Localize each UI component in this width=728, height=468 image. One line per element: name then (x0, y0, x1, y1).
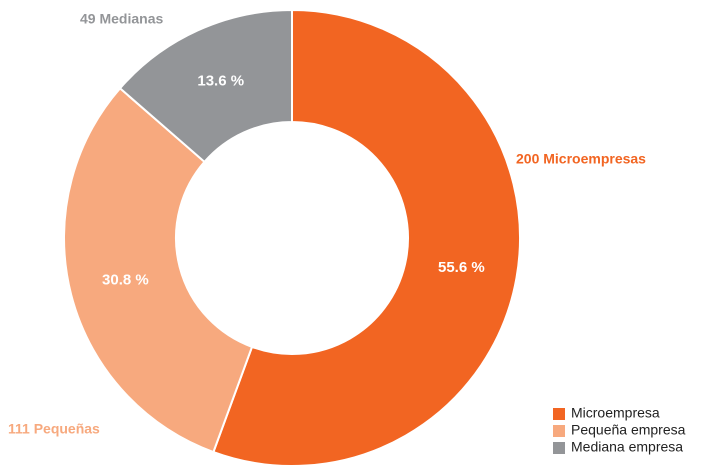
value-label: 30.8 % (102, 272, 149, 289)
annotation: 49 Medianas (80, 11, 163, 27)
value-label: 13.6 % (197, 72, 244, 89)
legend-label: Mediana empresa (571, 439, 683, 455)
annotation: 111 Pequeñas (8, 421, 100, 437)
legend-swatch (553, 408, 565, 420)
donut-slice (118, 8, 293, 164)
legend-swatch (553, 425, 565, 437)
legend-swatch (553, 442, 565, 454)
legend-label: Pequeña empresa (571, 422, 686, 438)
value-label: 55.6 % (438, 259, 485, 276)
donut-slice (212, 8, 521, 467)
legend-label: Microempresa (571, 405, 660, 421)
donut-slice (63, 86, 254, 454)
annotation: 200 Microempresas (516, 151, 646, 167)
